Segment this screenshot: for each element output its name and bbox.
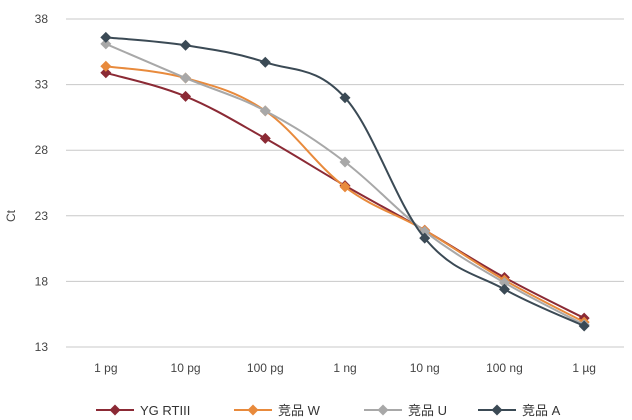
legend-label: 竞品 U xyxy=(408,403,447,418)
x-tick-label: 100 ng xyxy=(486,361,523,375)
data-point-marker xyxy=(100,38,112,50)
data-point-marker xyxy=(498,277,510,289)
y-tick-label: 33 xyxy=(35,78,49,92)
legend-item: 竞品 U xyxy=(364,403,447,418)
y-tick-label: 23 xyxy=(35,209,49,223)
x-tick-label: 10 ng xyxy=(410,361,440,375)
x-tick-label: 1 pg xyxy=(94,361,117,375)
series-3 xyxy=(100,31,590,332)
legend-label: 竞品 A xyxy=(522,403,561,418)
x-tick-label: 1 µg xyxy=(572,361,596,375)
x-axis-ticks: 1 pg 10 pg 100 pg 1 ng 10 ng 100 ng 1 µg xyxy=(94,361,596,375)
legend-item: YG RTIII xyxy=(96,403,190,418)
data-point-marker xyxy=(100,60,112,72)
y-tick-label: 18 xyxy=(35,274,49,288)
x-tick-label: 1 ng xyxy=(333,361,356,375)
legend-marker xyxy=(109,404,121,416)
data-point-marker xyxy=(339,181,351,193)
legend-marker xyxy=(247,404,259,416)
data-point-marker xyxy=(498,283,510,295)
legend-item: 竞品 W xyxy=(234,403,321,418)
y-tick-label: 28 xyxy=(35,143,49,157)
y-axis-ticks: 13 18 23 28 33 38 xyxy=(35,12,49,354)
series-line xyxy=(105,65,585,323)
legend-marker xyxy=(377,404,389,416)
grid xyxy=(66,18,624,348)
x-tick-label: 100 pg xyxy=(247,361,284,375)
data-point-marker xyxy=(419,232,431,244)
data-point-marker xyxy=(339,92,351,104)
series-2 xyxy=(100,38,590,331)
data-point-marker xyxy=(100,31,112,43)
x-tick-label: 10 pg xyxy=(171,361,201,375)
data-point-marker xyxy=(180,39,192,51)
series-0 xyxy=(100,67,590,324)
y-axis-title: Ct xyxy=(4,209,18,222)
data-point-marker xyxy=(259,132,271,144)
data-point-marker xyxy=(339,156,351,168)
legend-label: YG RTIII xyxy=(140,403,190,418)
legend-label: 竞品 W xyxy=(278,403,321,418)
y-tick-label: 38 xyxy=(35,12,49,26)
data-point-marker xyxy=(100,67,112,79)
data-point-marker xyxy=(180,90,192,102)
data-point-marker xyxy=(578,320,590,332)
series xyxy=(100,31,590,332)
legend-item: 竞品 A xyxy=(478,403,561,418)
data-point-marker xyxy=(259,56,271,68)
data-point-marker xyxy=(180,72,192,84)
y-tick-label: 13 xyxy=(35,340,49,354)
data-point-marker xyxy=(259,105,271,117)
legend-marker xyxy=(491,404,503,416)
legend: YG RTIII 竞品 W 竞品 U 竞品 A xyxy=(96,403,561,418)
